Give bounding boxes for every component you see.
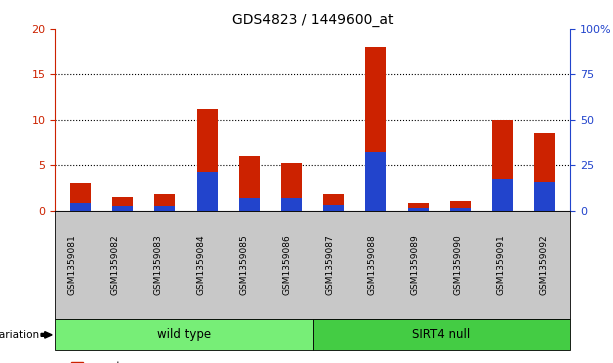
- Text: GSM1359092: GSM1359092: [539, 234, 549, 295]
- Bar: [408, 208, 428, 211]
- Text: GSM1359086: GSM1359086: [282, 234, 291, 295]
- Bar: [534, 182, 555, 211]
- Bar: [197, 172, 218, 211]
- Text: wild type: wild type: [157, 329, 211, 341]
- Bar: [365, 47, 386, 211]
- Bar: [365, 152, 386, 211]
- Text: GSM1359090: GSM1359090: [454, 234, 463, 295]
- Text: GSM1359088: GSM1359088: [368, 234, 377, 295]
- Bar: [281, 198, 302, 211]
- Bar: [281, 163, 302, 211]
- Bar: [70, 183, 91, 211]
- Text: GSM1359084: GSM1359084: [196, 234, 205, 295]
- Bar: [492, 120, 513, 211]
- Bar: [408, 203, 428, 211]
- Bar: [450, 208, 471, 211]
- Bar: [70, 203, 91, 211]
- Title: GDS4823 / 1449600_at: GDS4823 / 1449600_at: [232, 13, 394, 26]
- Text: GSM1359083: GSM1359083: [153, 234, 162, 295]
- Bar: [154, 207, 175, 211]
- Bar: [239, 156, 260, 211]
- Bar: [492, 179, 513, 211]
- Bar: [323, 194, 345, 211]
- Text: GSM1359085: GSM1359085: [239, 234, 248, 295]
- Bar: [534, 133, 555, 211]
- Text: GSM1359089: GSM1359089: [411, 234, 420, 295]
- Bar: [154, 194, 175, 211]
- Text: GSM1359082: GSM1359082: [110, 234, 120, 295]
- Bar: [197, 109, 218, 211]
- Text: genotype/variation: genotype/variation: [0, 330, 40, 340]
- Text: GSM1359091: GSM1359091: [497, 234, 506, 295]
- Bar: [112, 207, 133, 211]
- Bar: [112, 197, 133, 211]
- Bar: [450, 201, 471, 211]
- Text: GSM1359087: GSM1359087: [325, 234, 334, 295]
- Text: GSM1359081: GSM1359081: [67, 234, 77, 295]
- Text: SIRT4 null: SIRT4 null: [412, 329, 471, 341]
- Bar: [323, 205, 345, 211]
- Bar: [239, 198, 260, 211]
- Legend: count, percentile rank within the sample: count, percentile rank within the sample: [66, 357, 272, 363]
